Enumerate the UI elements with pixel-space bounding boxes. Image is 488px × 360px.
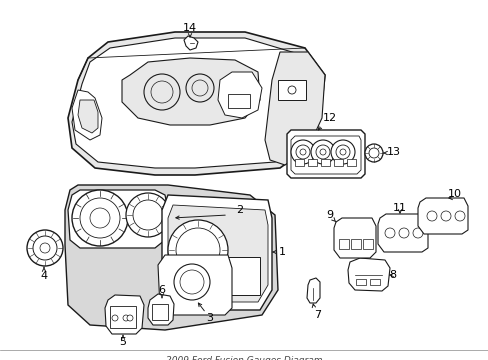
Polygon shape	[333, 218, 375, 258]
Text: 12: 12	[322, 113, 336, 123]
Circle shape	[133, 200, 163, 230]
Polygon shape	[286, 130, 364, 178]
Text: 14: 14	[183, 23, 197, 33]
Polygon shape	[158, 255, 231, 315]
Circle shape	[123, 315, 129, 321]
Bar	[362, 239, 372, 249]
Circle shape	[364, 144, 382, 162]
Circle shape	[454, 211, 464, 221]
Circle shape	[368, 148, 378, 158]
Text: 4: 4	[41, 271, 47, 281]
Polygon shape	[148, 294, 174, 325]
Circle shape	[299, 149, 305, 155]
Polygon shape	[72, 38, 317, 168]
Polygon shape	[347, 258, 389, 291]
Polygon shape	[218, 72, 262, 118]
Circle shape	[335, 145, 349, 159]
Polygon shape	[68, 190, 168, 248]
Polygon shape	[264, 52, 325, 165]
Polygon shape	[105, 295, 143, 334]
Text: 7: 7	[314, 310, 321, 320]
Bar	[350, 239, 360, 249]
Bar	[227, 94, 249, 108]
Bar	[294, 159, 304, 166]
Polygon shape	[377, 214, 427, 252]
Bar	[355, 279, 365, 285]
Text: 2009 Ford Fusion Gauges Diagram: 2009 Ford Fusion Gauges Diagram	[165, 356, 322, 360]
Bar	[152, 304, 168, 320]
Circle shape	[27, 230, 63, 266]
Circle shape	[80, 198, 120, 238]
Circle shape	[426, 211, 436, 221]
Circle shape	[176, 228, 220, 272]
Circle shape	[127, 315, 133, 321]
Text: 8: 8	[388, 270, 396, 280]
Circle shape	[72, 190, 128, 246]
Circle shape	[126, 193, 170, 237]
Text: 11: 11	[392, 203, 406, 213]
Circle shape	[315, 145, 329, 159]
Bar	[110, 306, 136, 328]
Circle shape	[295, 145, 309, 159]
Bar	[278, 80, 305, 100]
Circle shape	[339, 149, 346, 155]
Text: 3: 3	[206, 313, 213, 323]
Circle shape	[180, 270, 203, 294]
Circle shape	[33, 236, 57, 260]
Bar	[333, 159, 342, 166]
Polygon shape	[72, 90, 102, 140]
Circle shape	[290, 140, 314, 164]
Text: 2: 2	[236, 205, 243, 215]
Circle shape	[168, 220, 227, 280]
Circle shape	[319, 149, 325, 155]
Circle shape	[90, 208, 110, 228]
Polygon shape	[78, 100, 98, 133]
Text: 6: 6	[158, 285, 165, 295]
Circle shape	[384, 228, 394, 238]
Text: 1: 1	[278, 247, 285, 257]
Circle shape	[112, 315, 118, 321]
Bar	[338, 239, 348, 249]
Bar	[320, 159, 329, 166]
Text: 5: 5	[119, 337, 126, 347]
Bar	[307, 159, 316, 166]
Circle shape	[310, 140, 334, 164]
Text: 9: 9	[326, 210, 333, 220]
Text: 13: 13	[386, 147, 400, 157]
Polygon shape	[122, 58, 260, 125]
Bar	[227, 257, 260, 295]
Circle shape	[40, 243, 50, 253]
Bar	[369, 279, 379, 285]
Polygon shape	[162, 195, 271, 310]
Polygon shape	[306, 278, 319, 303]
Circle shape	[330, 140, 354, 164]
Polygon shape	[417, 198, 467, 234]
Polygon shape	[290, 136, 360, 174]
Circle shape	[287, 86, 295, 94]
Polygon shape	[68, 32, 325, 175]
Polygon shape	[168, 205, 267, 302]
Circle shape	[440, 211, 450, 221]
Polygon shape	[65, 185, 278, 330]
Bar	[346, 159, 355, 166]
Circle shape	[398, 228, 408, 238]
Circle shape	[174, 264, 209, 300]
Circle shape	[412, 228, 422, 238]
Polygon shape	[183, 36, 198, 50]
Text: 10: 10	[447, 189, 461, 199]
